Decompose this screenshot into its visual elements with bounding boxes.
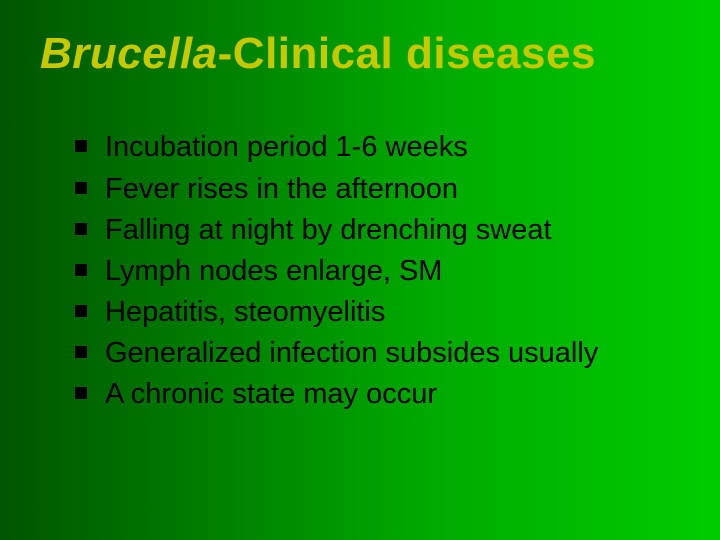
bullet-list: Incubation period 1-6 weeks Fever rises … — [75, 128, 690, 414]
list-item: Incubation period 1-6 weeks — [75, 128, 690, 167]
slide-title: Brucella-Clinical diseases — [40, 30, 690, 78]
list-item: Fever rises in the afternoon — [75, 170, 690, 209]
list-item: A chronic state may occur — [75, 375, 690, 414]
list-item-text: Lymph nodes enlarge, SM — [105, 255, 442, 287]
title-rest: -Clinical diseases — [218, 29, 596, 78]
list-item-text: Incubation period 1-6 weeks — [105, 131, 468, 163]
list-item-text: Falling at night by drenching sweat — [105, 214, 552, 246]
title-italic: Brucella — [40, 29, 218, 78]
slide: Brucella-Clinical diseases Incubation pe… — [0, 0, 720, 540]
list-item-text: A chronic state may occur — [105, 378, 437, 410]
list-item-text: Hepatitis, steomyelitis — [105, 296, 385, 328]
list-item: Lymph nodes enlarge, SM — [75, 252, 690, 291]
list-item: Falling at night by drenching sweat — [75, 211, 690, 250]
list-item-text: Generalized infection subsides usually — [105, 337, 598, 369]
list-item-text: Fever rises in the afternoon — [105, 173, 458, 205]
list-item: Hepatitis, steomyelitis — [75, 293, 690, 332]
list-item: Generalized infection subsides usually — [75, 334, 690, 373]
